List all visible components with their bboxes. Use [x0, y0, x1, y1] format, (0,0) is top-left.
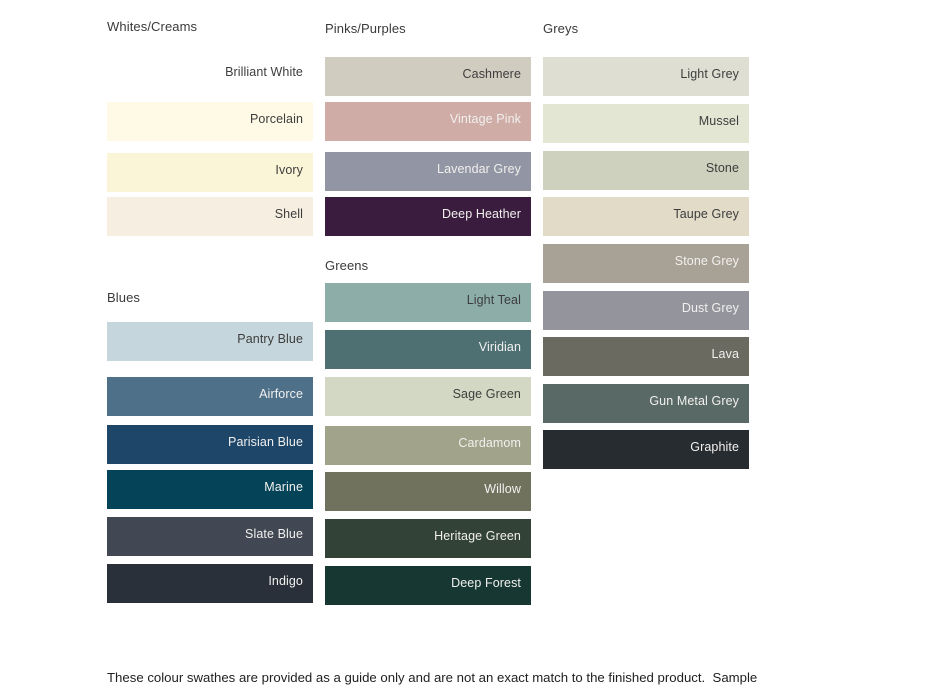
group-title-whites-creams: Whites/Creams	[107, 19, 198, 34]
disclaimer-text: These colour swathes are provided as a g…	[107, 639, 767, 700]
swatch-label: Shell	[274, 207, 303, 221]
swatch-vintage-pink: Vintage Pink	[325, 102, 531, 141]
swatch-label: Ivory	[275, 163, 303, 177]
swatch-label: Brilliant White	[225, 65, 303, 79]
swatch-light-teal: Light Teal	[325, 283, 531, 322]
swatch-label: Gun Metal Grey	[649, 394, 739, 408]
swatch-ivory: Ivory	[107, 153, 313, 192]
swatch-label: Deep Heather	[441, 207, 521, 221]
swatch-deep-forest: Deep Forest	[325, 566, 531, 605]
swatch-label: Lava	[711, 347, 739, 361]
swatch-light-grey: Light Grey	[543, 57, 749, 96]
swatch-label: Parisian Blue	[228, 435, 303, 449]
swatch-lavendar-grey: Lavendar Grey	[325, 152, 531, 191]
swatch-label: Pantry Blue	[237, 332, 303, 346]
swatch-heritage-green: Heritage Green	[325, 519, 531, 558]
swatch-brilliant-white: Brilliant White	[107, 55, 313, 94]
swatch-label: Mussel	[698, 114, 739, 128]
disclaimer-line-1: These colour swathes are provided as a g…	[107, 670, 758, 685]
swatch-slate-blue: Slate Blue	[107, 517, 313, 556]
swatch-pantry-blue: Pantry Blue	[107, 322, 313, 361]
swatch-gun-metal-grey: Gun Metal Grey	[543, 384, 749, 423]
group-title-greens: Greens	[325, 258, 369, 273]
swatch-label: Taupe Grey	[673, 207, 739, 221]
swatch-airforce: Airforce	[107, 377, 313, 416]
swatch-label: Indigo	[268, 574, 303, 588]
swatch-sage-green: Sage Green	[325, 377, 531, 416]
swatch-label: Willow	[484, 482, 521, 496]
swatch-label: Marine	[264, 480, 303, 494]
swatch-lava: Lava	[543, 337, 749, 376]
swatch-stone-grey: Stone Grey	[543, 244, 749, 283]
swatch-viridian: Viridian	[325, 330, 531, 369]
swatch-label: Stone Grey	[674, 254, 739, 268]
swatch-label: Stone	[705, 161, 739, 175]
swatch-label: Slate Blue	[245, 527, 303, 541]
swatch-stone: Stone	[543, 151, 749, 190]
swatch-taupe-grey: Taupe Grey	[543, 197, 749, 236]
swatch-parisian-blue: Parisian Blue	[107, 425, 313, 464]
swatch-label: Light Grey	[680, 67, 739, 81]
swatch-indigo: Indigo	[107, 564, 313, 603]
swatch-label: Vintage Pink	[449, 112, 521, 126]
swatch-label: Sage Green	[452, 387, 521, 401]
swatch-mussel: Mussel	[543, 104, 749, 143]
swatch-shell: Shell	[107, 197, 313, 236]
swatch-label: Viridian	[478, 340, 521, 354]
swatch-graphite: Graphite	[543, 430, 749, 469]
group-title-blues: Blues	[107, 290, 141, 305]
swatch-label: Heritage Green	[434, 529, 521, 543]
swatch-cardamom: Cardamom	[325, 426, 531, 465]
swatch-label: Graphite	[690, 440, 739, 454]
swatch-porcelain: Porcelain	[107, 102, 313, 141]
swatch-deep-heather: Deep Heather	[325, 197, 531, 236]
swatch-label: Lavendar Grey	[437, 162, 521, 176]
swatch-marine: Marine	[107, 470, 313, 509]
swatch-cashmere: Cashmere	[325, 57, 531, 96]
swatch-label: Airforce	[259, 387, 303, 401]
swatch-label: Deep Forest	[451, 576, 521, 590]
group-title-greys: Greys	[543, 21, 579, 36]
swatch-label: Cashmere	[462, 67, 521, 81]
swatch-label: Dust Grey	[681, 301, 739, 315]
group-title-pinks-purples: Pinks/Purples	[325, 21, 406, 36]
swatch-willow: Willow	[325, 472, 531, 511]
swatch-label: Light Teal	[466, 293, 521, 307]
swatch-label: Cardamom	[458, 436, 521, 450]
swatch-dust-grey: Dust Grey	[543, 291, 749, 330]
swatch-label: Porcelain	[249, 112, 303, 126]
